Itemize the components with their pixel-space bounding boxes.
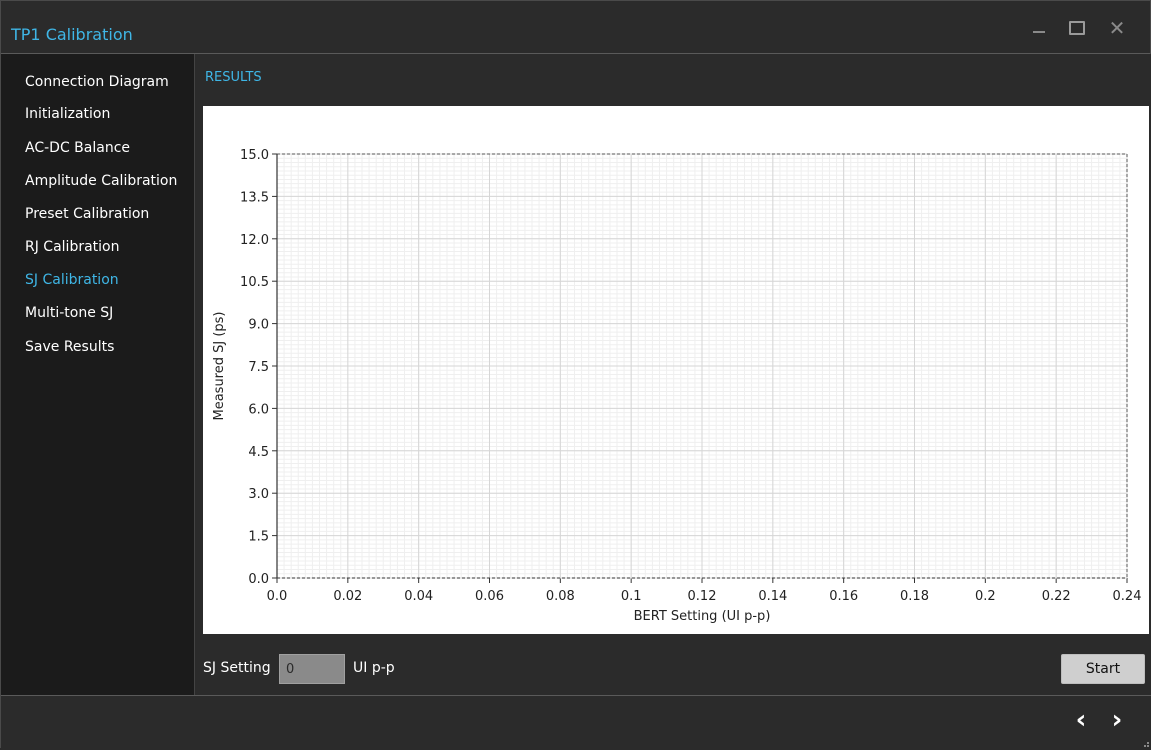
chevron-right-icon[interactable]: › — [1111, 705, 1123, 735]
sidebar-item-initialization[interactable]: Initialization — [25, 106, 111, 122]
y-tick-label: 9.0 — [248, 318, 269, 333]
x-tick-label: 0.08 — [546, 589, 575, 604]
minimize-icon[interactable] — [1028, 17, 1050, 39]
y-tick-label: 6.0 — [248, 402, 269, 417]
x-axis-label: BERT Setting (UI p-p) — [634, 609, 771, 624]
x-tick-label: 0.06 — [475, 589, 504, 604]
title-divider — [1, 53, 1150, 54]
sidebar-item-rj-calibration[interactable]: RJ Calibration — [25, 239, 120, 255]
x-tick-label: 0.22 — [1042, 589, 1071, 604]
y-tick-label: 1.5 — [248, 530, 269, 545]
main-content: RESULTS 0.0 0.02 0.04 0.06 0.08 0.1 0.12 0.14 0.… — [195, 54, 1151, 695]
footer-bar: ‹ › — [1, 695, 1151, 750]
x-tick-label: 0.1 — [621, 589, 642, 604]
results-heading: RESULTS — [205, 70, 262, 85]
y-tick-label: 3.0 — [248, 487, 269, 502]
resize-grip-icon[interactable] — [1141, 739, 1149, 747]
x-tick-label: 0.02 — [333, 589, 362, 604]
y-tick-label: 15.0 — [240, 148, 269, 163]
y-axis-label: Measured SJ (ps) — [212, 311, 227, 420]
sidebar-item-save-results[interactable]: Save Results — [25, 339, 115, 355]
sidebar-item-preset-calibration[interactable]: Preset Calibration — [25, 206, 150, 222]
y-tick-label: 7.5 — [248, 360, 269, 375]
x-tick-label: 0.18 — [900, 589, 929, 604]
y-tick-label: 4.5 — [248, 445, 269, 460]
chevron-left-icon[interactable]: ‹ — [1075, 705, 1087, 735]
y-tick-label: 10.5 — [240, 275, 269, 290]
sj-setting-input[interactable] — [279, 654, 345, 684]
y-tick-label: 13.5 — [240, 190, 269, 205]
sidebar-item-ac-dc-balance[interactable]: AC-DC Balance — [25, 140, 130, 156]
title-bar[interactable]: TP1 Calibration ✕ — [1, 1, 1150, 53]
sj-setting-label: SJ Setting — [203, 660, 271, 676]
chart-svg: 0.0 0.02 0.04 0.06 0.08 0.1 0.12 0.14 0.16 0.18 0.… — [212, 148, 1142, 624]
results-chart: 0.0 0.02 0.04 0.06 0.08 0.1 0.12 0.14 0.16 0.18 0.… — [203, 106, 1149, 634]
window-title: TP1 Calibration — [11, 25, 133, 44]
y-tick-label: 12.0 — [240, 233, 269, 248]
sj-setting-row: SJ Setting UI p-p Start — [195, 650, 1151, 686]
y-tick-label: 0.0 — [248, 572, 269, 587]
close-icon[interactable]: ✕ — [1108, 16, 1126, 40]
sidebar: Connection Diagram Initialization AC-DC … — [1, 54, 195, 695]
x-tick-label: 0.16 — [829, 589, 858, 604]
maximize-icon[interactable] — [1066, 17, 1088, 39]
sidebar-item-sj-calibration[interactable]: SJ Calibration — [25, 272, 119, 288]
sidebar-item-amplitude-calibration[interactable]: Amplitude Calibration — [25, 173, 178, 189]
sidebar-item-connection-diagram[interactable]: Connection Diagram — [25, 74, 169, 90]
unit-label: UI p-p — [353, 660, 395, 676]
x-tick-label: 0.14 — [758, 589, 787, 604]
x-tick-label: 0.12 — [688, 589, 717, 604]
sidebar-item-multi-tone-sj[interactable]: Multi-tone SJ — [25, 305, 114, 321]
x-tick-label: 0.24 — [1113, 589, 1142, 604]
x-tick-label: 0.04 — [404, 589, 433, 604]
x-tick-label: 0.2 — [975, 589, 996, 604]
start-button[interactable]: Start — [1061, 654, 1145, 684]
x-tick-label: 0.0 — [267, 589, 288, 604]
